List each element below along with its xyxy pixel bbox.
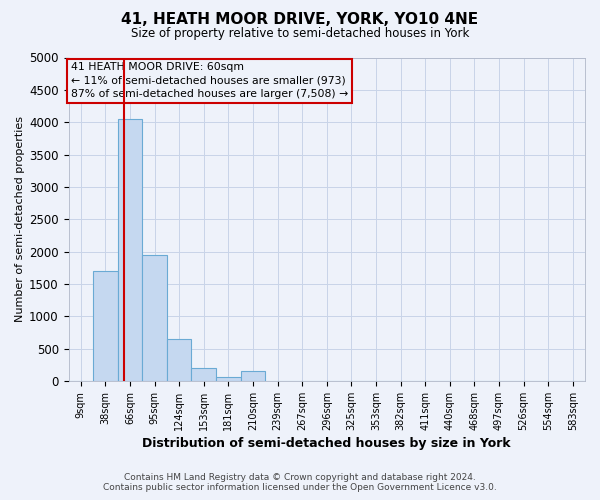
Bar xyxy=(167,339,191,381)
X-axis label: Distribution of semi-detached houses by size in York: Distribution of semi-detached houses by … xyxy=(142,437,511,450)
Text: Contains HM Land Registry data © Crown copyright and database right 2024.
Contai: Contains HM Land Registry data © Crown c… xyxy=(103,473,497,492)
Bar xyxy=(93,271,118,381)
Y-axis label: Number of semi-detached properties: Number of semi-detached properties xyxy=(15,116,25,322)
Bar xyxy=(118,119,142,381)
Bar xyxy=(241,372,265,381)
Bar xyxy=(191,368,216,381)
Bar xyxy=(142,255,167,381)
Text: Size of property relative to semi-detached houses in York: Size of property relative to semi-detach… xyxy=(131,28,469,40)
Text: 41, HEATH MOOR DRIVE, YORK, YO10 4NE: 41, HEATH MOOR DRIVE, YORK, YO10 4NE xyxy=(121,12,479,28)
Bar xyxy=(216,377,241,381)
Text: 41 HEATH MOOR DRIVE: 60sqm
← 11% of semi-detached houses are smaller (973)
87% o: 41 HEATH MOOR DRIVE: 60sqm ← 11% of semi… xyxy=(71,62,349,99)
